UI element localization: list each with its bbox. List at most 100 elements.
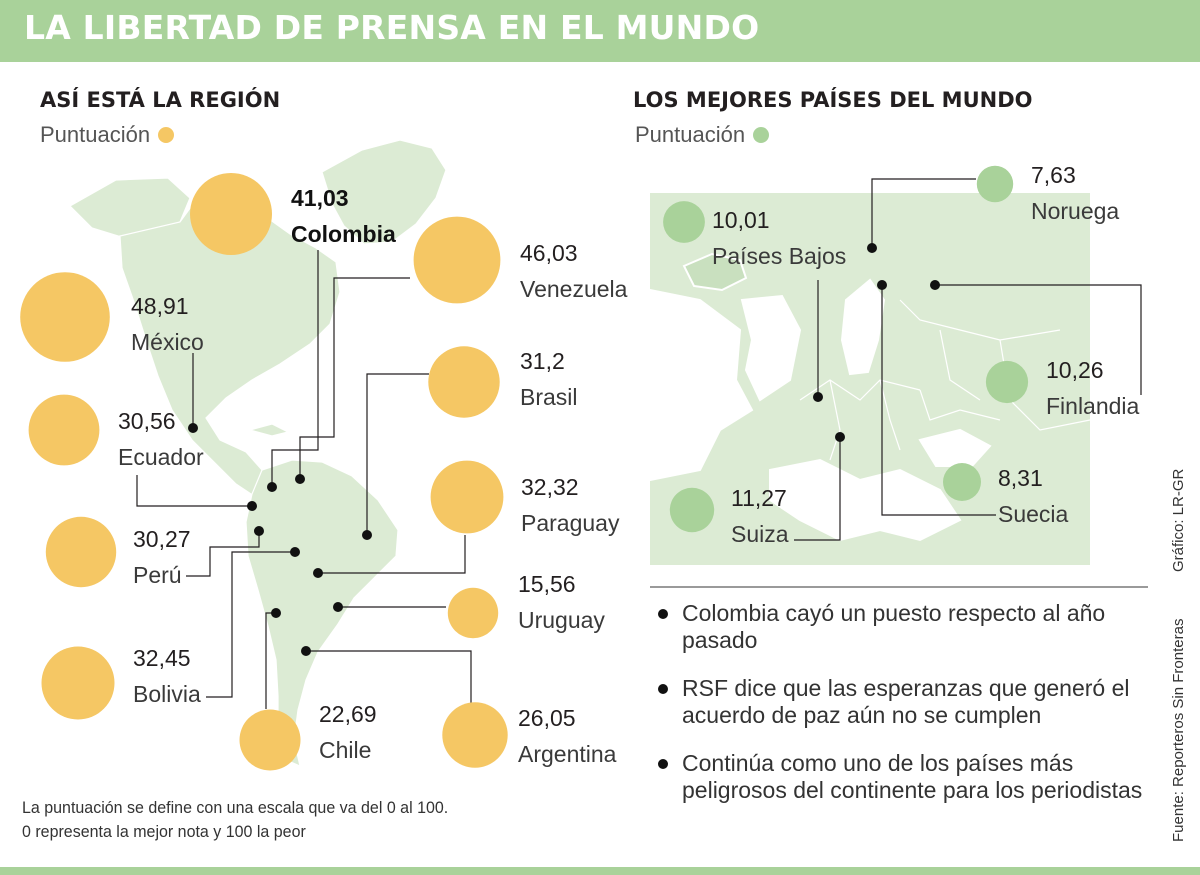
name-chile: Chile bbox=[319, 737, 372, 763]
value-colombia: 41,03 bbox=[291, 185, 349, 211]
connector-bolivia bbox=[206, 551, 295, 698]
bubble-paraguay bbox=[430, 460, 504, 534]
page-title: LA LIBERTAD DE PRENSA EN EL MUNDO bbox=[24, 8, 760, 47]
region-legend-dot bbox=[158, 127, 175, 143]
value-chile: 22,69 bbox=[319, 701, 377, 727]
value-uruguay: 15,56 bbox=[518, 571, 576, 597]
notes-divider bbox=[650, 586, 1148, 588]
dot-chile bbox=[271, 608, 281, 618]
name-brasil: Brasil bbox=[520, 384, 578, 410]
bubble-noruega bbox=[976, 165, 1014, 203]
label-venezuela: 46,03 Venezuela bbox=[520, 235, 627, 307]
dot-suiza bbox=[835, 432, 845, 442]
bubble-suecia bbox=[943, 463, 981, 501]
value-ecuador: 30,56 bbox=[118, 408, 176, 434]
connector-colombia bbox=[271, 250, 319, 487]
note-text: Colombia cayó un puesto respecto al año … bbox=[682, 600, 1106, 653]
value-suiza: 11,27 bbox=[731, 485, 787, 511]
bubble-uruguay bbox=[447, 587, 499, 639]
name-finlandia: Finlandia bbox=[1046, 393, 1140, 419]
world-legend-label: Puntuación bbox=[635, 122, 746, 147]
dot-suecia bbox=[877, 280, 887, 290]
world-bubbles bbox=[663, 165, 1029, 533]
europe-map bbox=[649, 252, 992, 542]
name-bolivia: Bolivia bbox=[133, 681, 201, 707]
note-item: Continúa como uno de los países más peli… bbox=[656, 750, 1156, 804]
notes-list: Colombia cayó un puesto respecto al año … bbox=[656, 600, 1156, 825]
bubble-argentina bbox=[442, 702, 508, 768]
dot-venezuela bbox=[295, 474, 305, 484]
name-suiza: Suiza bbox=[731, 521, 789, 547]
dot-brasil bbox=[362, 530, 372, 540]
uk-sea bbox=[740, 294, 802, 402]
value-venezuela: 46,03 bbox=[520, 240, 578, 266]
note-text: Continúa como uno de los países más peli… bbox=[682, 750, 1143, 803]
region-dots bbox=[188, 423, 372, 656]
value-noruega: 7,63 bbox=[1031, 162, 1076, 188]
dot-argentina bbox=[301, 646, 311, 656]
header-bar: LA LIBERTAD DE PRENSA EN EL MUNDO bbox=[0, 0, 1200, 62]
connector-suecia bbox=[881, 285, 996, 516]
name-noruega: Noruega bbox=[1031, 198, 1120, 224]
bubble-mexico bbox=[20, 272, 110, 362]
footnote: La puntuación se define con una escala q… bbox=[22, 799, 449, 841]
label-paraguay: 32,32 Paraguay bbox=[521, 469, 619, 541]
name-ecuador: Ecuador bbox=[118, 444, 204, 470]
name-uruguay: Uruguay bbox=[518, 607, 605, 633]
label-ecuador: 30,56 Ecuador bbox=[118, 403, 204, 475]
connector-finlandia bbox=[935, 284, 1142, 395]
iceland-shape bbox=[682, 252, 748, 292]
label-peru: 30,27 Perú bbox=[133, 521, 191, 593]
north-america-shape bbox=[119, 197, 341, 497]
dot-bolivia bbox=[290, 547, 300, 557]
bubble-brasil bbox=[428, 346, 500, 418]
value-brasil: 31,2 bbox=[520, 348, 565, 374]
name-peru: Perú bbox=[133, 562, 182, 588]
connector-peru bbox=[186, 531, 260, 577]
americas-map bbox=[69, 139, 447, 768]
world-connectors bbox=[794, 178, 1142, 541]
value-paises-bajos: 10,01 bbox=[712, 207, 770, 233]
label-chile: 22,69 Chile bbox=[319, 696, 377, 768]
label-brasil: 31,2 Brasil bbox=[520, 343, 578, 415]
world-legend: Puntuación bbox=[635, 122, 770, 148]
dot-paises-bajos bbox=[813, 392, 823, 402]
value-argentina: 26,05 bbox=[518, 705, 576, 731]
name-suecia: Suecia bbox=[998, 501, 1069, 527]
connector-paraguay bbox=[318, 535, 466, 574]
label-colombia: 41,03 Colombia bbox=[291, 180, 396, 252]
bubble-bolivia bbox=[41, 646, 115, 720]
world-title: LOS MEJORES PAÍSES DEL MUNDO bbox=[633, 88, 1033, 112]
baltic-sea bbox=[840, 278, 886, 376]
value-mexico: 48,91 bbox=[131, 293, 189, 319]
dot-finlandia bbox=[930, 280, 940, 290]
label-bolivia: 32,45 Bolivia bbox=[133, 640, 201, 712]
dot-colombia bbox=[267, 482, 277, 492]
caribbean-islands bbox=[247, 423, 290, 437]
bullet-icon bbox=[658, 609, 668, 619]
connector-suiza bbox=[794, 437, 841, 541]
atlantic-sea bbox=[649, 288, 754, 482]
label-argentina: 26,05 Argentina bbox=[518, 700, 616, 772]
label-finlandia: 10,26 Finlandia bbox=[1046, 352, 1139, 424]
bubble-paises-bajos bbox=[663, 201, 705, 243]
black-sea bbox=[918, 428, 992, 467]
label-paises-bajos: 10,01 Países Bajos bbox=[712, 202, 846, 274]
credit-graphic: Gráfico: LR-GR bbox=[1170, 468, 1187, 572]
connector-argentina bbox=[306, 650, 472, 704]
bubble-ecuador bbox=[28, 394, 100, 466]
name-mexico: México bbox=[131, 329, 204, 355]
label-suecia: 8,31 Suecia bbox=[998, 460, 1068, 532]
name-paraguay: Paraguay bbox=[521, 510, 620, 536]
label-suiza: 11,27 Suiza bbox=[731, 480, 789, 552]
label-mexico: 48,91 México bbox=[131, 288, 204, 360]
connector-venezuela bbox=[299, 277, 410, 479]
name-argentina: Argentina bbox=[518, 741, 617, 767]
mediterranean-sea bbox=[769, 458, 962, 542]
region-legend-label: Puntuación bbox=[40, 122, 151, 147]
bottom-bar bbox=[0, 867, 1200, 875]
label-uruguay: 15,56 Uruguay bbox=[518, 566, 605, 638]
bullet-icon bbox=[658, 759, 668, 769]
value-paraguay: 32,32 bbox=[521, 474, 579, 500]
credit-source: Fuente: Reporteros Sin Fronteras bbox=[1170, 618, 1187, 842]
